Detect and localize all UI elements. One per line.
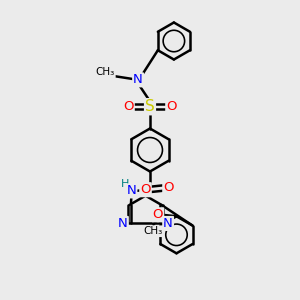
Text: S: S <box>145 99 155 114</box>
Text: N: N <box>163 217 173 230</box>
Text: N: N <box>133 73 143 86</box>
Text: O: O <box>166 100 177 113</box>
Text: CH₃: CH₃ <box>144 226 163 236</box>
Text: N: N <box>127 184 136 197</box>
Text: O: O <box>123 100 134 113</box>
Text: H: H <box>121 179 129 189</box>
Text: O: O <box>163 182 174 194</box>
Text: O: O <box>153 208 163 221</box>
Text: N: N <box>118 217 128 230</box>
Text: CH₃: CH₃ <box>96 68 115 77</box>
Text: O: O <box>140 183 151 196</box>
